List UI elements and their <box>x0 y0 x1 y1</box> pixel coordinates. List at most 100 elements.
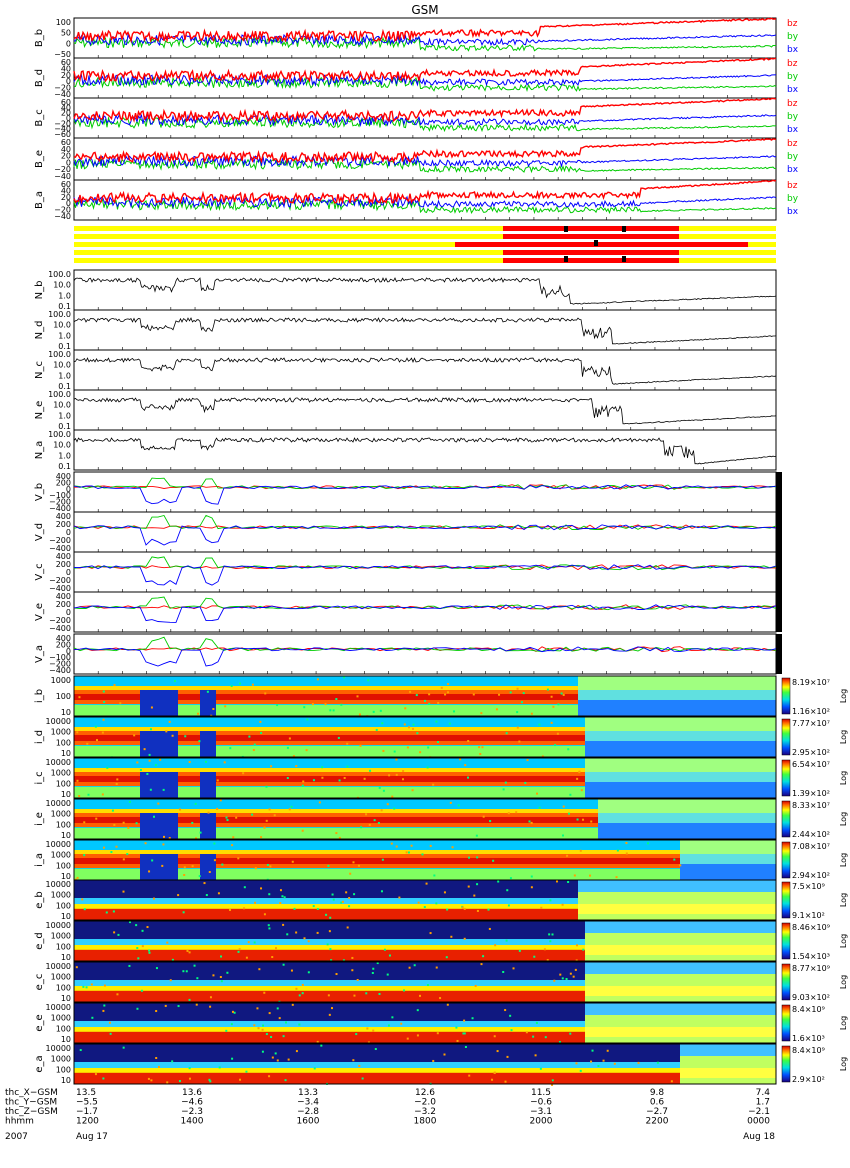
panel-label: i_b <box>34 689 45 703</box>
spectrogram-speckle <box>429 844 432 847</box>
spectrogram-speckle <box>386 803 389 806</box>
spectrogram-speckle <box>321 776 324 779</box>
spectrogram-speckle <box>263 826 266 829</box>
spectrogram-speckle <box>616 849 619 852</box>
x-axis-value: 12.6 <box>415 1088 435 1098</box>
spectrogram-speckle <box>179 808 182 811</box>
spectrogram-speckle <box>556 732 559 735</box>
y-tick-label: 10 <box>61 872 71 881</box>
spectrogram-speckle <box>576 777 579 780</box>
spectrogram-band <box>74 986 585 992</box>
y-tick-label: −200 <box>49 576 71 585</box>
spectrogram-speckle <box>376 962 379 965</box>
spectrogram-speckle <box>539 1067 542 1070</box>
y-tick-label: −20 <box>54 165 71 174</box>
colorbar <box>781 1045 791 1083</box>
x-axis-value: 2000 <box>530 1117 553 1127</box>
spectrogram-speckle <box>263 913 266 916</box>
spectrogram-speckle <box>301 983 304 986</box>
y-tick-label: 1.0 <box>58 331 71 340</box>
panel-label: e_d <box>34 932 45 950</box>
spectrogram-speckle <box>298 994 301 997</box>
spectrogram-speckle <box>243 886 246 889</box>
spectrogram-speckle <box>268 1012 271 1015</box>
spectrogram-band <box>680 1068 776 1078</box>
y-tick-label: 100 <box>56 983 71 992</box>
spectrogram-speckle <box>375 728 378 731</box>
y-tick-label: 200 <box>56 560 71 569</box>
x-axis-value: −3.2 <box>414 1107 436 1117</box>
spectrogram-speckle <box>352 1059 355 1062</box>
spectrogram-speckle <box>143 748 146 751</box>
spectrogram-speckle <box>393 807 396 810</box>
spectrogram-speckle <box>502 788 505 791</box>
y-tick-label: 0.1 <box>58 342 71 351</box>
x-axis-row-label: thc_X−GSM <box>5 1088 58 1098</box>
spectrogram-speckle <box>148 949 151 952</box>
spectrogram-speckle <box>380 809 383 812</box>
spectrogram-speckle <box>468 856 471 859</box>
spectrogram-speckle <box>367 679 370 682</box>
y-tick-label: −40 <box>54 125 71 134</box>
spectrogram-speckle <box>579 1069 582 1072</box>
spectrogram-speckle <box>406 1037 409 1040</box>
spectrogram-speckle <box>162 788 165 791</box>
colorbar <box>781 718 791 756</box>
spectrogram-speckle <box>496 1050 499 1053</box>
spectrogram-speckle <box>461 906 464 909</box>
availability-bar-red <box>503 234 679 239</box>
availability-bar-red <box>503 226 679 231</box>
spectrogram-speckle <box>538 806 541 809</box>
y-tick-label: 10 <box>61 831 71 840</box>
spectrogram-speckle <box>266 863 269 866</box>
spectrogram-speckle <box>367 1041 370 1044</box>
spectrogram-speckle <box>265 1033 268 1036</box>
spectrogram-speckle <box>528 820 531 823</box>
colorbar-min-label: 2.94×10² <box>792 871 830 880</box>
y-tick-label: 0 <box>66 608 71 617</box>
spectrogram-speckle <box>113 684 116 687</box>
spectrogram-speckle <box>331 1007 334 1010</box>
year-label: 2007 <box>5 1132 28 1142</box>
b-series-by <box>73 116 777 133</box>
spectrogram-speckle <box>368 823 371 826</box>
spectrogram-speckle <box>356 979 359 982</box>
spectrogram-dropout <box>140 854 178 880</box>
spectrogram-speckle <box>468 1074 471 1077</box>
spectrogram-speckle <box>150 1079 153 1082</box>
spectrogram-speckle <box>316 908 319 911</box>
panel-edge <box>776 634 782 674</box>
spectrogram-speckle <box>440 686 443 689</box>
spectrogram-speckle <box>137 957 140 960</box>
spectrogram-speckle <box>220 955 223 958</box>
spectrogram-speckle <box>415 694 418 697</box>
b-series-bz <box>73 179 777 206</box>
panel-label: B_a <box>34 191 45 209</box>
legend-bz: bz <box>787 59 798 69</box>
spectrogram-speckle <box>562 805 565 808</box>
y-tick-label: 1000 <box>51 932 71 941</box>
spectrogram-speckle <box>391 795 394 798</box>
spectrogram-speckle <box>195 1003 198 1006</box>
spectrogram-speckle <box>406 746 409 749</box>
spectrogram-speckle <box>561 977 564 980</box>
legend-by: by <box>787 152 799 162</box>
spectrogram-speckle <box>345 891 348 894</box>
spectrogram-speckle <box>305 749 308 752</box>
spectrogram-speckle <box>481 746 484 749</box>
spectrogram-speckle <box>551 1079 554 1082</box>
spectrogram-speckle <box>253 1024 256 1027</box>
spectrogram-speckle <box>225 1029 228 1032</box>
availability-bar <box>74 234 776 239</box>
spectrogram-speckle <box>566 854 569 857</box>
spectrogram-speckle <box>338 779 341 782</box>
spectrogram-speckle <box>283 896 286 899</box>
spectrogram-speckle <box>102 690 105 693</box>
b-series-bz <box>73 97 777 124</box>
spectrogram-speckle <box>332 898 335 901</box>
spectrogram-speckle <box>184 735 187 738</box>
spectrogram-speckle <box>196 977 199 980</box>
spectrogram-speckle <box>212 707 215 710</box>
y-tick-label: 10 <box>61 1035 71 1044</box>
spectrogram-speckle <box>507 812 510 815</box>
